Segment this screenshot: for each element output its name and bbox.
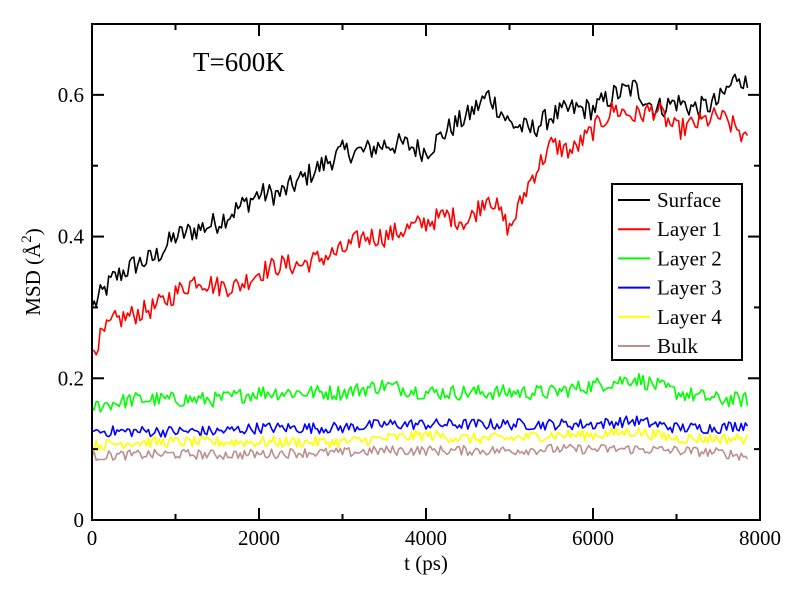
series-line [91,427,749,452]
y-tick-label: 0.2 [58,366,84,390]
tick-labels-layer: 0 2000 4000 6000 8000 0 0.2 0.4 0.6 [58,83,781,550]
series-line [91,373,749,413]
y-axis-label-suffix: ) [21,228,45,235]
series-layer [91,73,749,462]
x-tick-label: 6000 [572,526,614,550]
legend-label: Layer 2 [657,246,722,270]
legend-label: Bulk [657,334,698,358]
x-axis-label: t (ps) [404,551,448,575]
series-line [91,73,749,308]
y-tick-label: 0.6 [58,83,84,107]
x-tick-label: 2000 [238,526,280,550]
y-axis-label: MSD (Å2) [19,228,45,315]
y-tick-label: 0.4 [58,225,85,249]
legend-label: Layer 1 [657,217,722,241]
legend-label: Layer 4 [657,305,722,329]
series-line [91,443,749,462]
legend-label: Layer 3 [657,276,722,300]
y-axis-label-prefix: MSD ( [21,258,45,316]
series-line [91,101,749,356]
legend-label: Surface [657,188,721,212]
series-line [91,415,749,438]
plot-frame [91,23,761,521]
x-tick-label: 8000 [739,526,781,550]
legend-box [611,183,743,361]
x-tick-label: 0 [87,526,98,550]
legend: Surface Layer 1 Layer 2 Layer 3 Layer 4 Bulk [611,183,743,361]
y-tick-label: 0 [74,508,85,532]
x-tick-label: 4000 [405,526,447,550]
annotation-temperature: T=600K [193,47,285,77]
y-axis-label-exponent: 2 [19,235,35,243]
y-axis-label-unit: Å [21,242,45,258]
